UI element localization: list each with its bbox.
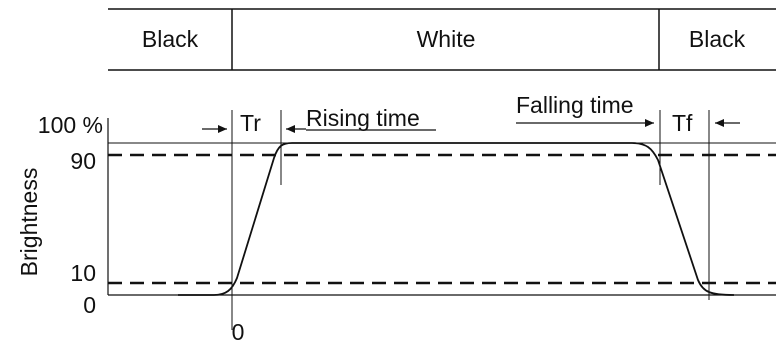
y-tick-90: 90: [70, 148, 96, 174]
y-tick-10: 10: [70, 260, 96, 286]
state-header: Black White Black: [108, 8, 776, 71]
tr-label: Tr: [240, 110, 261, 136]
x-origin-label: 0: [232, 319, 245, 345]
header-cell-black-right: Black: [689, 26, 746, 52]
header-cell-black-left: Black: [142, 26, 199, 52]
axes: [107, 118, 776, 296]
timing-markers: [231, 110, 710, 330]
falling-time-label: Falling time: [516, 92, 634, 118]
header-cell-white: White: [417, 26, 476, 52]
y-tick-100: 100 %: [38, 112, 103, 138]
tf-label: Tf: [672, 110, 693, 136]
brightness-curve: [178, 142, 735, 296]
y-axis-label: Brightness: [16, 168, 42, 277]
rising-time-label: Rising time: [306, 105, 420, 131]
y-tick-0: 0: [83, 292, 96, 318]
